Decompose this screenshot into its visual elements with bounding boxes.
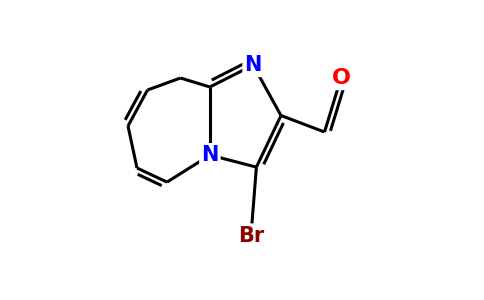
Text: Br: Br	[238, 226, 264, 245]
Text: N: N	[201, 145, 219, 165]
Text: O: O	[332, 68, 350, 88]
Text: N: N	[244, 55, 262, 75]
